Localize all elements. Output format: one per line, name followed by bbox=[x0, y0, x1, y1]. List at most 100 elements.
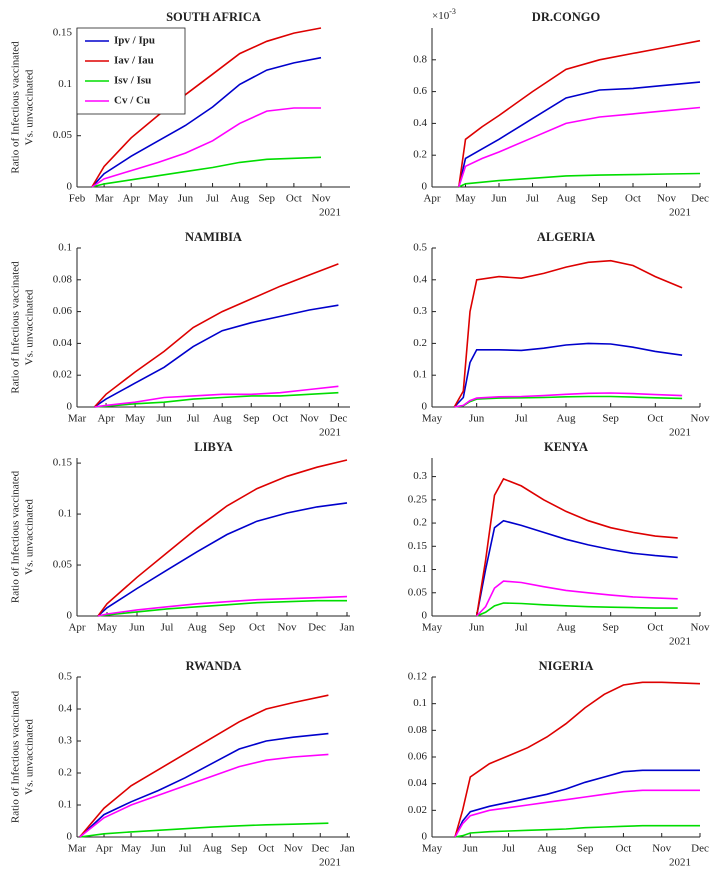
y-tick-label: 0.04 bbox=[53, 337, 73, 349]
y-tick-label: 0.05 bbox=[408, 586, 428, 598]
y-tick-label: 0.2 bbox=[413, 149, 427, 161]
x-tick-label: Feb bbox=[69, 193, 86, 205]
y-tick-label: 0.1 bbox=[58, 799, 72, 811]
y-tick-label: 0 bbox=[422, 610, 428, 622]
x-tick-label: Oct bbox=[272, 413, 288, 425]
x-tick-label: Aug bbox=[188, 622, 207, 634]
x-tick-label: Aug bbox=[557, 193, 576, 205]
x-tick-label: Sep bbox=[602, 622, 619, 634]
chart-title: SOUTH AFRICA bbox=[166, 10, 261, 24]
x-tick-label: Mar bbox=[68, 843, 87, 855]
x-tick-label: Dec bbox=[691, 193, 709, 205]
y-tick-label: 0.1 bbox=[413, 563, 427, 575]
y-tick-label: 0.02 bbox=[53, 369, 72, 381]
y-tick-label: 0.02 bbox=[408, 804, 427, 816]
y-tick-label: 0 bbox=[67, 610, 73, 622]
y-tick-label: 0 bbox=[422, 831, 428, 843]
series-line bbox=[453, 342, 683, 408]
y-tick-label: 0.15 bbox=[53, 27, 73, 39]
x-tick-label: Sep bbox=[259, 193, 276, 205]
x-tick-label: Dec bbox=[330, 413, 348, 425]
x-tick-label: Dec bbox=[691, 843, 709, 855]
x-tick-label: Aug bbox=[213, 413, 232, 425]
x-tick-label: May bbox=[422, 622, 443, 634]
x-tick-label: May bbox=[148, 193, 169, 205]
y-tick-label: 0.15 bbox=[53, 457, 73, 469]
y-tick-label: 0.06 bbox=[53, 305, 73, 317]
x-tick-label: Mar bbox=[95, 193, 114, 205]
chart-title: KENYA bbox=[544, 440, 588, 454]
series-line bbox=[458, 39, 701, 188]
x-tick-label: Sep bbox=[231, 843, 248, 855]
y-tick-label: 0.05 bbox=[53, 559, 73, 571]
series-line bbox=[454, 789, 700, 838]
y-tick-label: 0.2 bbox=[58, 767, 72, 779]
year-label: 2021 bbox=[669, 207, 691, 219]
chart-title: DR.CONGO bbox=[532, 10, 601, 24]
x-tick-label: Jun bbox=[469, 413, 485, 425]
x-tick-label: Oct bbox=[615, 843, 631, 855]
x-tick-label: Nov bbox=[312, 193, 331, 205]
y-tick-label: 0.2 bbox=[413, 337, 427, 349]
y-axis-label: Ratio of Infectious vaccinated bbox=[10, 470, 22, 603]
x-tick-label: Nov bbox=[278, 622, 297, 634]
chart-title: RWANDA bbox=[186, 659, 242, 673]
series-line bbox=[91, 107, 321, 188]
x-tick-label: Jul bbox=[515, 413, 528, 425]
series-line bbox=[454, 681, 701, 838]
x-tick-label: Oct bbox=[286, 193, 302, 205]
y-tick-label: 0.1 bbox=[58, 508, 72, 520]
y-axis-label: Vs. unvaccinated bbox=[24, 499, 36, 575]
y-axis-label: Ratio of Infectious vaccinated bbox=[10, 261, 22, 394]
y-tick-label: 0.4 bbox=[413, 117, 427, 129]
y-tick-label: 0.1 bbox=[413, 369, 427, 381]
x-tick-label: Oct bbox=[258, 843, 274, 855]
y-scale-base: ×10 bbox=[432, 10, 450, 22]
y-tick-label: 0 bbox=[422, 401, 428, 413]
series-line bbox=[94, 385, 339, 408]
y-tick-label: 0 bbox=[422, 181, 428, 193]
x-tick-label: Sep bbox=[591, 193, 608, 205]
x-tick-label: Apr bbox=[68, 622, 85, 634]
y-tick-label: 0.1 bbox=[58, 242, 72, 254]
x-tick-label: Nov bbox=[652, 843, 671, 855]
y-axis-label: Vs. unvaccinated bbox=[24, 719, 36, 795]
x-tick-label: Sep bbox=[577, 843, 594, 855]
x-tick-label: Nov bbox=[657, 193, 676, 205]
x-tick-label: May bbox=[455, 193, 476, 205]
x-tick-label: Nov bbox=[300, 413, 319, 425]
series-line bbox=[476, 580, 678, 617]
x-tick-label: Dec bbox=[308, 622, 326, 634]
y-tick-label: 0.08 bbox=[408, 724, 428, 736]
x-tick-label: Oct bbox=[249, 622, 265, 634]
chart-title: LIBYA bbox=[194, 440, 232, 454]
series-line bbox=[79, 732, 329, 838]
y-scale-exponent: -3 bbox=[449, 7, 456, 16]
x-tick-label: Jul bbox=[161, 622, 174, 634]
series-line bbox=[91, 56, 322, 188]
x-tick-label: Jun bbox=[156, 413, 172, 425]
series-line bbox=[91, 156, 322, 188]
y-tick-label: 0.06 bbox=[408, 751, 428, 763]
y-tick-label: 0.8 bbox=[413, 53, 427, 65]
series-line bbox=[475, 519, 678, 617]
series-line bbox=[454, 395, 683, 408]
legend-label: Ipv / Ipu bbox=[114, 35, 155, 47]
x-tick-label: Apr bbox=[95, 843, 112, 855]
series-line bbox=[93, 304, 339, 408]
y-scale-label: ×10-3 bbox=[432, 7, 456, 22]
x-tick-label: Sep bbox=[219, 622, 236, 634]
chart-title: ALGERIA bbox=[537, 230, 595, 244]
y-tick-label: 0.3 bbox=[413, 470, 427, 482]
legend-label: Iav / Iau bbox=[114, 55, 154, 67]
series-line bbox=[94, 391, 339, 408]
y-axis-label: Ratio of Infectious vaccinated bbox=[10, 41, 22, 174]
year-label: 2021 bbox=[669, 636, 691, 648]
x-tick-label: Nov bbox=[691, 413, 710, 425]
y-tick-label: 0.12 bbox=[408, 671, 427, 683]
x-tick-label: Oct bbox=[625, 193, 641, 205]
x-tick-label: Aug bbox=[230, 193, 249, 205]
x-tick-label: Jul bbox=[179, 843, 192, 855]
x-tick-label: Jun bbox=[150, 843, 166, 855]
